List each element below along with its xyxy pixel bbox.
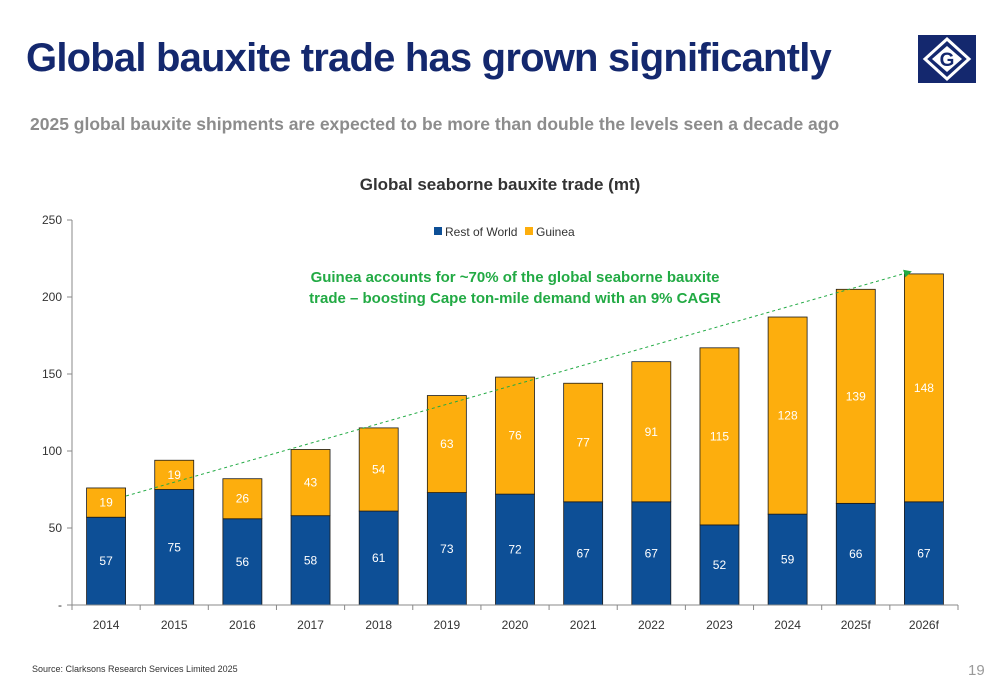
bar-rest-of-world [222,518,263,606]
bar-guinea [86,487,126,518]
chart-title: Global seaborne bauxite trade (mt) [359,175,641,194]
annotation-line-1: Guinea accounts for ~70% of the global s… [311,269,720,286]
x-tick-label: 2018 [365,618,392,632]
y-tick-label: 100 [42,444,62,458]
data-label-guinea: 115 [710,429,729,443]
legend-label-guinea: Guinea [536,225,575,239]
bar-guinea [631,361,672,503]
bar-guinea [222,478,263,520]
x-axis: 2014 2015 2016 2017 2018 2019 2020 2021 2022 2023… [71,604,959,632]
page-title: Global bauxite trade has grown significa… [26,36,832,80]
data-label-rest-of-world: 57 [99,554,113,568]
x-tick-label: 2019 [433,618,460,632]
data-label-guinea: 26 [236,492,250,506]
bar-guinea [904,273,944,503]
x-tick-label: 2015 [161,618,188,632]
x-tick-label: 2016 [229,618,256,632]
y-axis: - 50 100 150 200 250 [42,213,73,612]
data-label-guinea: 19 [99,496,113,510]
data-label-rest-of-world: 61 [372,551,386,565]
x-tick-label: 2026f [909,618,940,632]
y-tick-label: - [58,598,62,612]
data-label-guinea: 139 [846,389,866,403]
data-label-rest-of-world: 66 [849,547,863,561]
bar-rest-of-world [904,501,944,606]
bar-guinea [835,288,876,504]
x-tick-label: 2021 [570,618,597,632]
x-tick-label: 2017 [297,618,324,632]
data-label-rest-of-world: 67 [645,546,659,560]
bar-guinea [495,376,535,495]
x-tick-label: 2022 [638,618,665,632]
bar-guinea [358,427,399,512]
bar-guinea [154,459,195,490]
data-label-guinea: 54 [372,462,386,476]
data-label-rest-of-world: 52 [713,558,727,572]
data-label-rest-of-world: 58 [304,553,318,567]
bar-guinea [426,395,467,493]
data-label-guinea: 77 [576,436,590,450]
page-number: 19 [968,662,985,679]
bar-guinea [699,347,740,526]
legend: Rest of World Guinea [434,225,575,239]
data-label-rest-of-world: 59 [781,553,795,567]
legend-swatch-guinea [525,227,533,235]
data-label-guinea: 63 [440,437,454,451]
y-tick-label: 250 [42,213,62,227]
data-label-rest-of-world: 75 [168,540,182,554]
data-label-rest-of-world: 67 [576,546,590,560]
x-tick-label: 2025f [841,618,872,632]
bar-rest-of-world [358,510,399,606]
x-tick-label: 2024 [774,618,801,632]
x-tick-label: 2020 [502,618,529,632]
bar-rest-of-world [835,502,876,606]
annotation-line-2: trade – boosting Cape ton-mile demand wi… [309,290,721,307]
x-tick-label: 2014 [93,618,120,632]
bar-guinea [563,382,604,503]
data-label-rest-of-world: 72 [508,543,522,557]
data-label-guinea: 128 [778,409,798,423]
bars-group: 57 19 75 19 56 26 58 43 61 54 73 63 72 76 67 77 67 91 52 11… [86,273,944,606]
y-tick-label: 200 [42,290,62,304]
company-logo-icon: G [918,35,976,83]
trend-arrow [125,269,912,497]
bar-rest-of-world [767,513,808,606]
page-subtitle: 2025 global bauxite shipments are expect… [30,114,840,134]
data-label-guinea: 43 [304,476,318,490]
data-label-guinea: 91 [645,425,659,439]
legend-swatch-rest-of-world [434,227,442,235]
legend-label-rest-of-world: Rest of World [445,225,517,239]
bar-guinea [767,316,808,515]
data-label-rest-of-world: 67 [917,546,931,560]
bar-rest-of-world [631,501,672,606]
data-label-rest-of-world: 56 [236,555,250,569]
data-label-guinea: 19 [168,468,182,482]
y-tick-label: 150 [42,367,62,381]
y-tick-label: 50 [49,521,63,535]
data-label-rest-of-world: 73 [440,542,454,556]
data-label-guinea: 148 [914,381,934,395]
bar-rest-of-world [563,501,604,606]
data-label-guinea: 76 [508,429,522,443]
logo-letter: G [940,50,955,71]
x-tick-label: 2023 [706,618,733,632]
source-note: Source: Clarksons Research Services Limi… [32,664,238,674]
bar-guinea [290,449,331,517]
